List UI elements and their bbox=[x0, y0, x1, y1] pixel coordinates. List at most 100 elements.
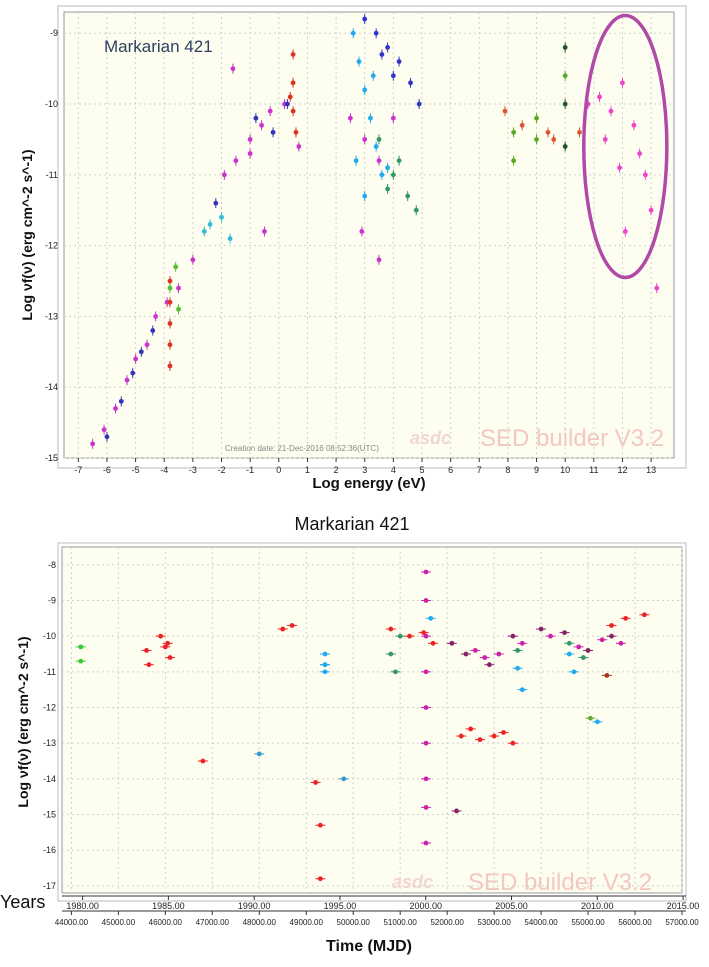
y-tick-label: -16 bbox=[43, 845, 56, 855]
data-point bbox=[167, 321, 173, 326]
data-point bbox=[423, 633, 429, 639]
year-tick-labels: 1980.00 1985.00 1990.00 1995.00 2000.00 2005.… bbox=[66, 896, 699, 911]
x-tick-label: -5 bbox=[132, 465, 140, 475]
data-point bbox=[322, 662, 328, 668]
data-point bbox=[511, 158, 517, 164]
data-point bbox=[421, 630, 427, 636]
data-point bbox=[423, 669, 429, 675]
mjd-tick-label: 46000.00 bbox=[149, 918, 183, 927]
lightcurve-chart: Markarian 421 -17 -16 -15 -14 -13 -12 -11 -10 -9… bbox=[0, 514, 699, 955]
mjd-tick-label: 56000.00 bbox=[618, 918, 652, 927]
data-point bbox=[227, 236, 233, 241]
data-point bbox=[78, 644, 84, 650]
data-point bbox=[296, 144, 302, 149]
data-point bbox=[388, 626, 394, 632]
data-point bbox=[408, 80, 413, 86]
data-point bbox=[368, 115, 373, 121]
data-point bbox=[219, 214, 224, 220]
chart-title: Markarian 421 bbox=[294, 514, 409, 534]
x-tick-label: 3 bbox=[362, 465, 367, 475]
mjd-tick-label: 54000.00 bbox=[524, 918, 558, 927]
mjd-tick-label: 51000.00 bbox=[383, 918, 417, 927]
data-point bbox=[259, 122, 265, 128]
x-tick-labels: -7 -6 -5 -4 -3 -2 -1 0 1 2 3 4 5 6 7 8 9 10 11 12 13 bbox=[74, 458, 656, 475]
x-tick-label: 0 bbox=[276, 465, 281, 475]
data-point bbox=[510, 633, 516, 639]
y-tick-label: -10 bbox=[43, 631, 56, 641]
data-point bbox=[562, 144, 568, 149]
data-point bbox=[385, 186, 391, 192]
mjd-tick-label: 55000.00 bbox=[571, 918, 605, 927]
data-point bbox=[449, 640, 455, 646]
data-point bbox=[423, 776, 429, 782]
data-point bbox=[118, 398, 124, 404]
mjd-tick-label: 50000.00 bbox=[337, 918, 371, 927]
data-point bbox=[566, 651, 572, 657]
x-axis-label: Log energy (eV) bbox=[312, 475, 425, 492]
data-point bbox=[390, 73, 396, 79]
data-point bbox=[101, 427, 107, 433]
data-point bbox=[393, 669, 398, 675]
x-tick-label: -1 bbox=[246, 465, 254, 475]
data-point bbox=[153, 314, 159, 319]
y-tick-label: -15 bbox=[43, 810, 56, 820]
data-point bbox=[167, 285, 173, 291]
data-point bbox=[534, 137, 539, 142]
year-tick-label: 1990.00 bbox=[238, 901, 271, 911]
data-point bbox=[496, 651, 502, 657]
data-point bbox=[397, 633, 403, 639]
data-point bbox=[519, 122, 525, 128]
mjd-tick-label: 57000.00 bbox=[665, 918, 699, 927]
y-tick-label: -17 bbox=[43, 881, 56, 891]
x-tick-label: 7 bbox=[477, 465, 482, 475]
data-point bbox=[200, 758, 206, 764]
data-point bbox=[130, 370, 136, 376]
data-point bbox=[637, 151, 643, 156]
data-point bbox=[341, 776, 347, 782]
data-point bbox=[379, 52, 385, 57]
data-point bbox=[562, 44, 568, 50]
data-point bbox=[359, 229, 365, 234]
data-point bbox=[347, 115, 353, 121]
data-point bbox=[458, 733, 464, 739]
data-point bbox=[622, 229, 628, 234]
data-point bbox=[545, 129, 551, 135]
data-point bbox=[511, 129, 517, 135]
data-point bbox=[423, 840, 429, 846]
data-point bbox=[362, 16, 368, 22]
data-point bbox=[362, 87, 368, 93]
data-point bbox=[201, 229, 207, 234]
y-tick-label: -12 bbox=[45, 241, 58, 251]
data-point bbox=[289, 623, 295, 628]
x-tick-label: 8 bbox=[505, 465, 510, 475]
data-point bbox=[267, 108, 273, 114]
data-point bbox=[262, 229, 267, 234]
data-point bbox=[290, 80, 296, 86]
data-point bbox=[376, 257, 382, 263]
data-point bbox=[631, 122, 637, 128]
year-tick-label: 2010.00 bbox=[581, 901, 614, 911]
year-tick-label: 1985.00 bbox=[152, 901, 185, 911]
data-point bbox=[571, 669, 577, 675]
data-point bbox=[373, 30, 379, 36]
y-tick-labels: -17 -16 -15 -14 -13 -12 -11 -10 -9 -8 bbox=[43, 560, 56, 891]
years-label: Years bbox=[0, 892, 45, 912]
x-tick-label: 1 bbox=[305, 465, 310, 475]
y-tick-label: -14 bbox=[45, 382, 58, 392]
data-points bbox=[90, 14, 660, 449]
data-point bbox=[617, 165, 622, 171]
data-point bbox=[487, 662, 492, 668]
data-point bbox=[515, 648, 521, 653]
data-point bbox=[595, 719, 600, 725]
year-tick-label: 1995.00 bbox=[324, 901, 357, 911]
y-tick-label: -13 bbox=[43, 738, 56, 748]
x-axis-label: Time (MJD) bbox=[326, 938, 412, 955]
mjd-tick-label: 48000.00 bbox=[243, 918, 277, 927]
data-point bbox=[376, 158, 382, 164]
data-point bbox=[423, 598, 429, 603]
x-tick-label: 5 bbox=[419, 465, 424, 475]
data-point bbox=[623, 615, 629, 621]
data-point bbox=[538, 626, 544, 632]
data-point bbox=[356, 59, 362, 64]
watermark-asdc: asdc bbox=[392, 872, 433, 892]
